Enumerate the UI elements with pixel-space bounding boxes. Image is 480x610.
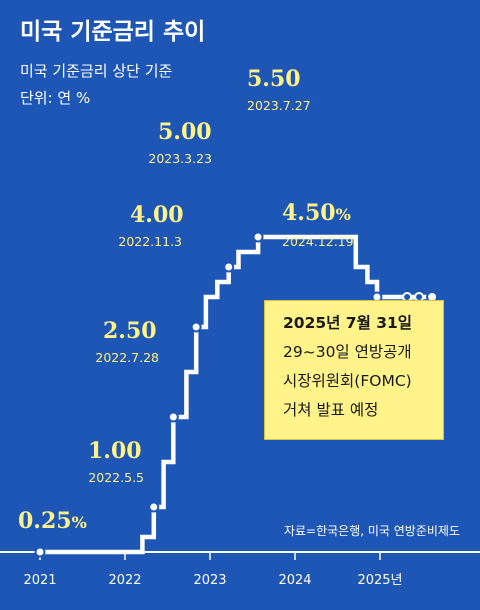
data-point-markers [34, 231, 439, 558]
data-value-label: 4.50% [282, 200, 351, 226]
data-value-label: 5.00 [158, 119, 212, 145]
data-point-marker [223, 261, 235, 273]
x-tick-label: 2023 [193, 573, 226, 588]
data-date-label: 2022.11.3 [118, 234, 182, 249]
chart-title: 미국 기준금리 추이 [20, 19, 206, 45]
data-labels: 0.25% 1.00 2022.5.5 2.50 2022.7.28 4.00 2022.1… [18, 66, 354, 534]
data-value-label: 5.50 [247, 66, 301, 92]
chart-subtitle: 미국 기준금리 상단 기준 [20, 62, 173, 80]
callout-line: 시장위원회(FOMC) [283, 372, 412, 390]
data-point-marker [34, 546, 46, 558]
callout-title: 2025년 7월 31일 [283, 314, 413, 332]
data-point-marker [148, 501, 160, 513]
x-tick-label: 2025년 [357, 573, 402, 588]
callout-line: 거쳐 발표 예정 [283, 401, 379, 419]
data-value-label: 2.50 [103, 318, 157, 344]
data-value-label: 0.25% [18, 508, 87, 534]
x-tick-label: 2021 [23, 573, 56, 588]
data-date-label: 2024.12.19 [282, 234, 354, 249]
data-value-label: 1.00 [88, 438, 142, 464]
data-date-label: 2023.3.23 [148, 151, 212, 166]
x-tick-label: 2024 [278, 573, 311, 588]
percent-suffix: % [72, 513, 87, 532]
rate-step-line [40, 234, 430, 555]
data-point-marker [190, 321, 202, 333]
data-date-label: 2022.5.5 [88, 470, 144, 485]
data-value-label: 4.00 [130, 202, 184, 228]
source-note: 자료=한국은행, 미국 연방준비제도 [283, 524, 460, 538]
fomc-callout-box: 2025년 7월 31일 29~30일 연방공개 시장위원회(FOMC) 거쳐 … [264, 300, 444, 440]
callout-line: 29~30일 연방공개 [283, 343, 412, 361]
x-tick-label: 2022 [108, 573, 141, 588]
x-axis-ticks: 2021 2022 2023 2024 2025년 [23, 552, 403, 588]
chart-unit-label: 단위: 연 % [20, 89, 91, 107]
data-date-label: 2022.7.28 [95, 350, 159, 365]
data-point-marker [252, 231, 264, 243]
percent-suffix: % [336, 205, 351, 224]
data-date-label: 2023.7.27 [247, 98, 311, 113]
data-point-marker [167, 411, 179, 423]
